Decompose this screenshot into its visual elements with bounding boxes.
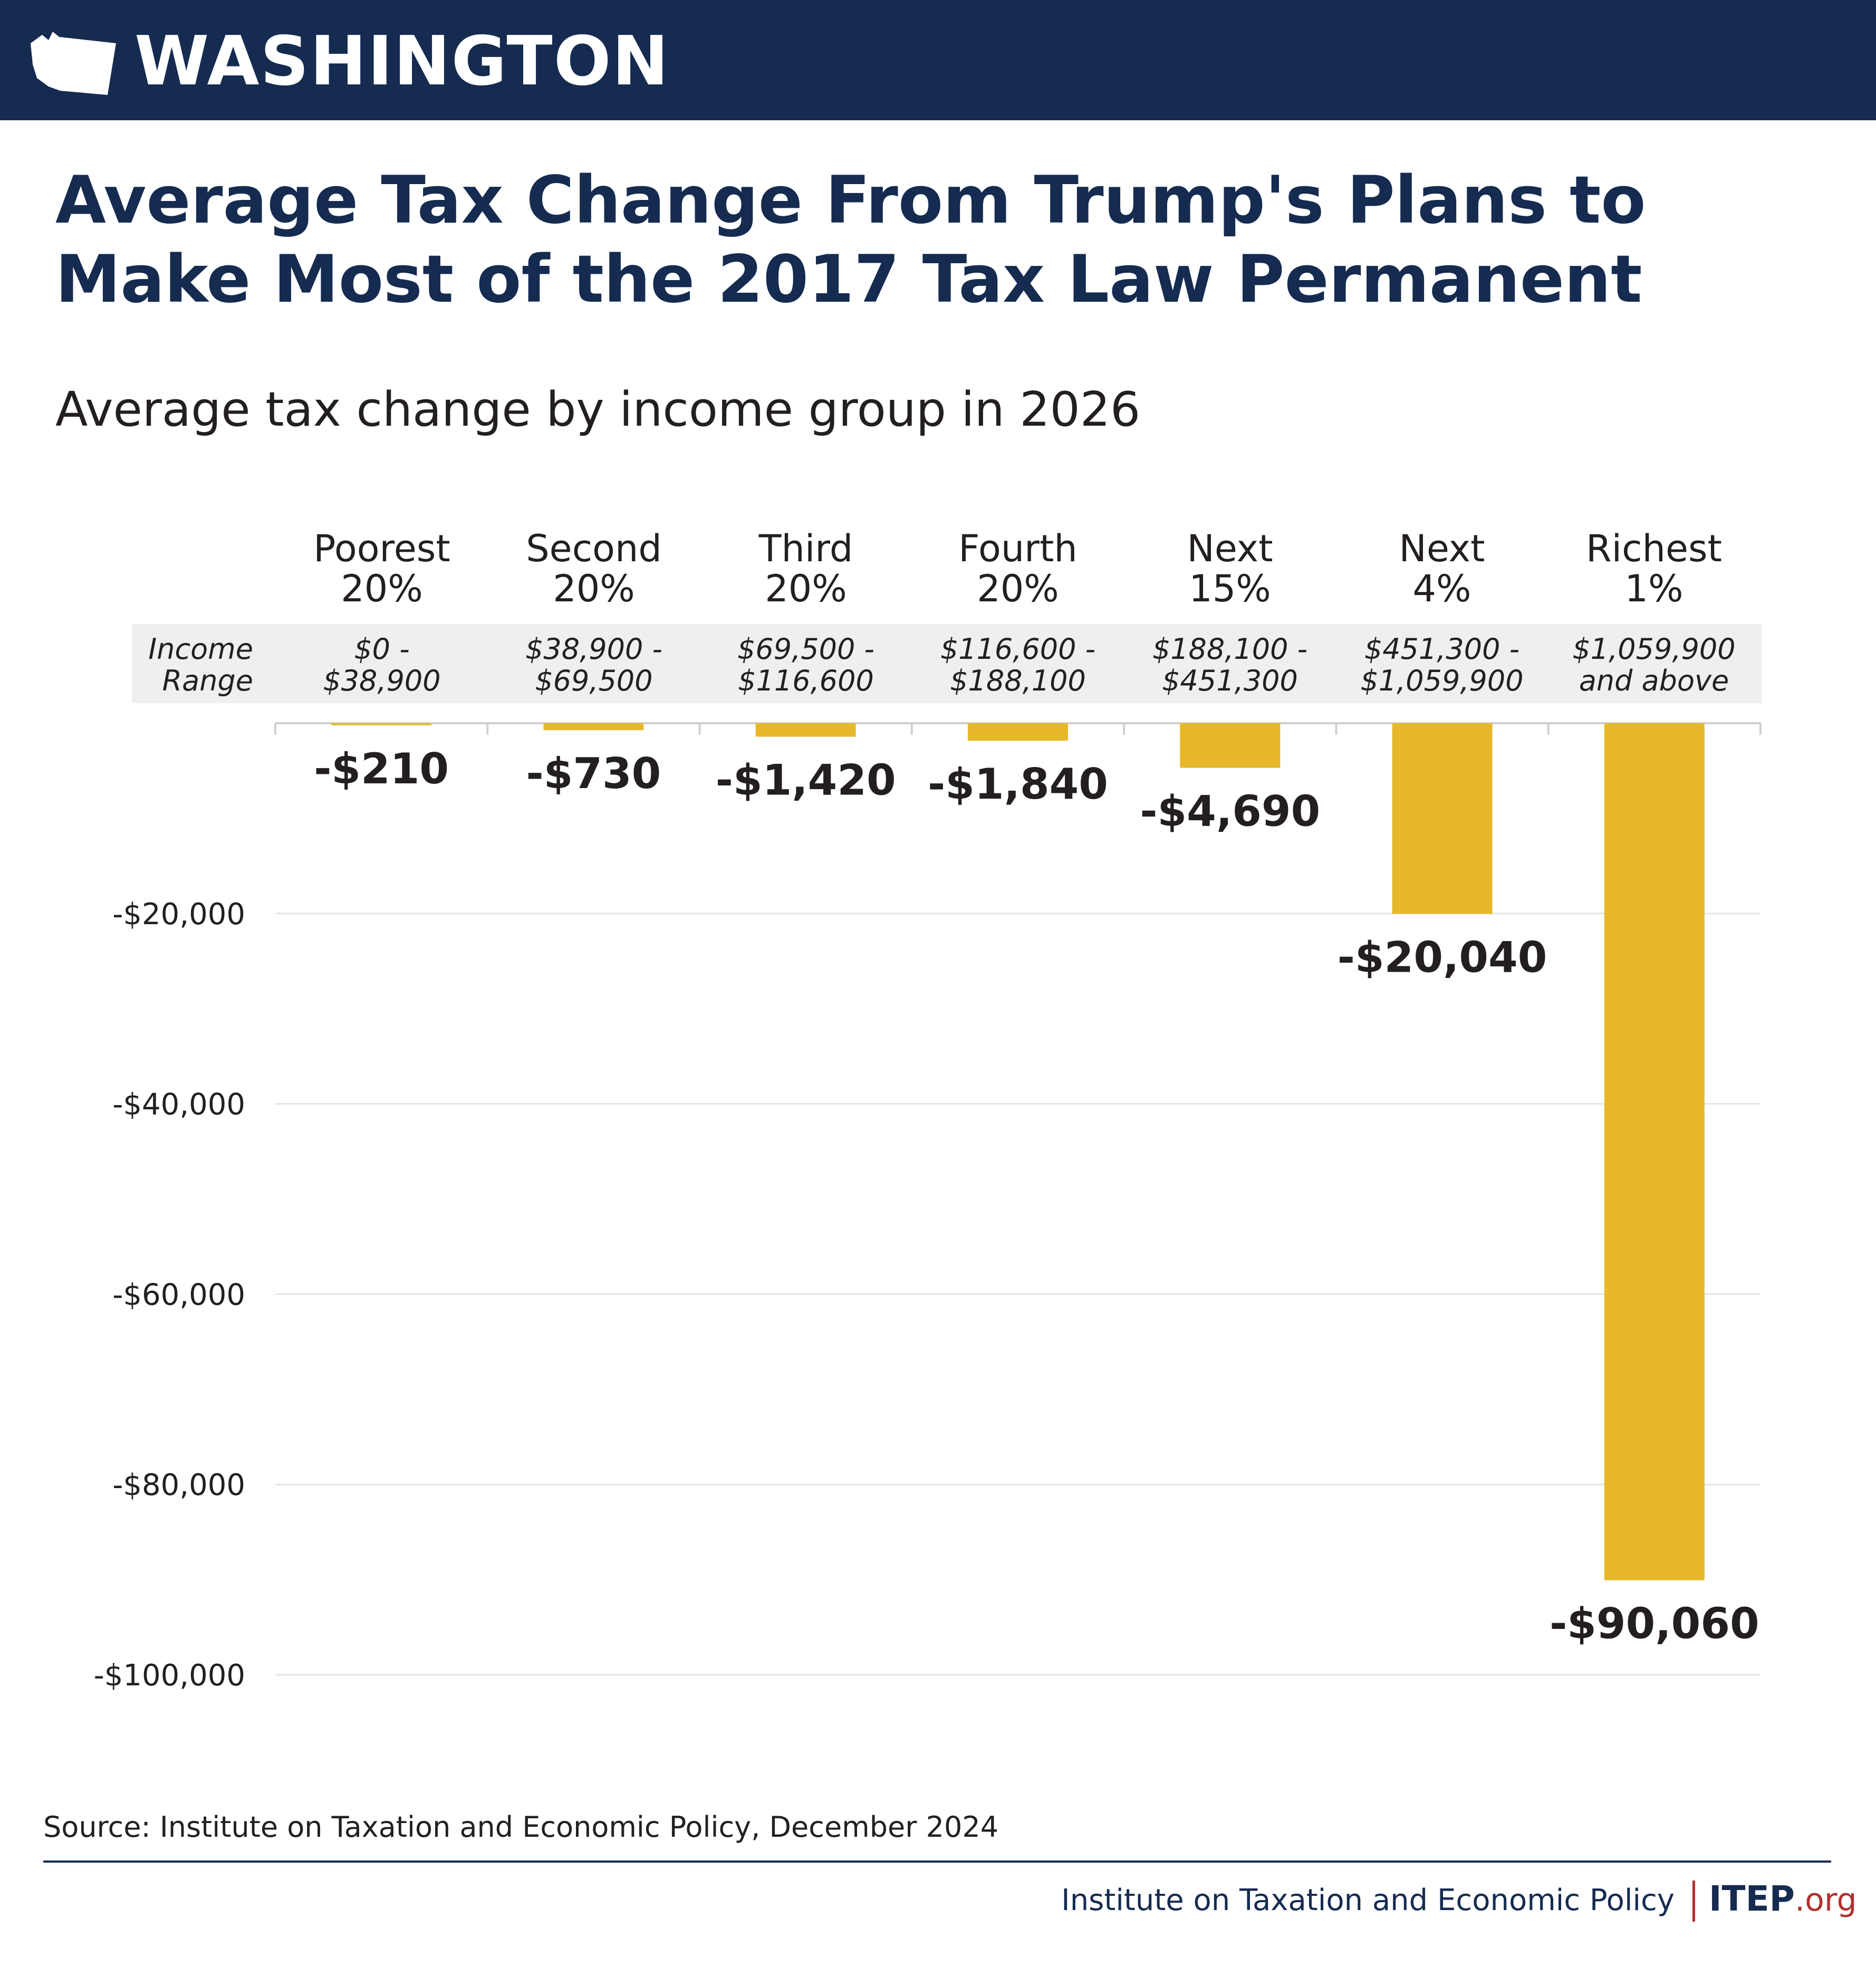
income-range-3: $116,600 - $188,100 xyxy=(940,632,1096,697)
bar-value-label-6: -$90,060 xyxy=(1550,1599,1759,1648)
itep-logo: ITEP.org xyxy=(1709,1878,1857,1929)
group-label-6: Richest 1% xyxy=(1586,527,1722,610)
group-label-1: Second 20% xyxy=(526,527,662,610)
bar-3 xyxy=(968,723,1068,741)
footer-separator xyxy=(1692,1881,1695,1922)
bar-5 xyxy=(1392,723,1493,914)
bar-value-label-1: -$730 xyxy=(526,749,661,798)
group-label-4: Next 15% xyxy=(1187,527,1273,610)
bar-6 xyxy=(1604,723,1705,1580)
bar-value-label-0: -$210 xyxy=(314,744,449,793)
group-label-2: Third 20% xyxy=(758,527,853,610)
income-range-band: Income Range $0 - $38,900 $38,900 - $69,500… xyxy=(132,624,1762,703)
chart-subtitle: Average tax change by income group in 20… xyxy=(55,382,1141,437)
bar-0 xyxy=(331,723,432,725)
y-tick-label-1: -$40,000 xyxy=(112,1088,245,1122)
y-tick-label-4: -$100,000 xyxy=(94,1658,245,1693)
bar-chart: -$20,000 -$40,000 -$60,000 -$80,000 -$100,00… xyxy=(94,722,1762,1693)
itep-logo-main: ITEP xyxy=(1709,1878,1795,1919)
group-label-3: Fourth 20% xyxy=(958,527,1078,610)
bar-value-label-4: -$4,690 xyxy=(1140,787,1320,836)
y-tick-label-2: -$60,000 xyxy=(112,1278,245,1312)
bar-value-label-5: -$20,040 xyxy=(1338,933,1547,982)
income-range-4: $188,100 - $451,300 xyxy=(1152,632,1308,697)
bar-value-label-3: -$1,840 xyxy=(928,760,1108,809)
income-range-5: $451,300 - $1,059,900 xyxy=(1360,632,1524,697)
group-label-0: Poorest 20% xyxy=(313,527,450,610)
washington-state-outline-icon xyxy=(31,32,116,95)
source-note: Source: Institute on Taxation and Econom… xyxy=(43,1810,999,1844)
income-range-2: $69,500 - $116,600 xyxy=(737,632,874,697)
header-bar: WASHINGTON xyxy=(0,0,1876,120)
itep-logo-suffix: .org xyxy=(1795,1882,1857,1919)
chart-title: Average Tax Change From Trump's Plans to… xyxy=(55,162,1646,318)
footer-divider xyxy=(43,1860,1831,1863)
income-range-6: $1,059,900 and above xyxy=(1572,632,1736,697)
group-label-5: Next 4% xyxy=(1399,527,1485,610)
bar-value-label-2: -$1,420 xyxy=(716,756,896,805)
bar-4 xyxy=(1180,723,1281,768)
income-range-1: $38,900 - $69,500 xyxy=(525,632,662,697)
y-tick-label-3: -$80,000 xyxy=(112,1468,245,1502)
income-range-0: $0 - $38,900 xyxy=(323,632,441,697)
income-range-header: Income Range xyxy=(148,632,253,697)
state-name: WASHINGTON xyxy=(134,22,670,101)
y-tick-label-0: -$20,000 xyxy=(112,897,245,932)
bar-1 xyxy=(543,723,644,731)
footer-org-name: Institute on Taxation and Economic Polic… xyxy=(1061,1883,1675,1917)
bar-2 xyxy=(755,723,856,737)
